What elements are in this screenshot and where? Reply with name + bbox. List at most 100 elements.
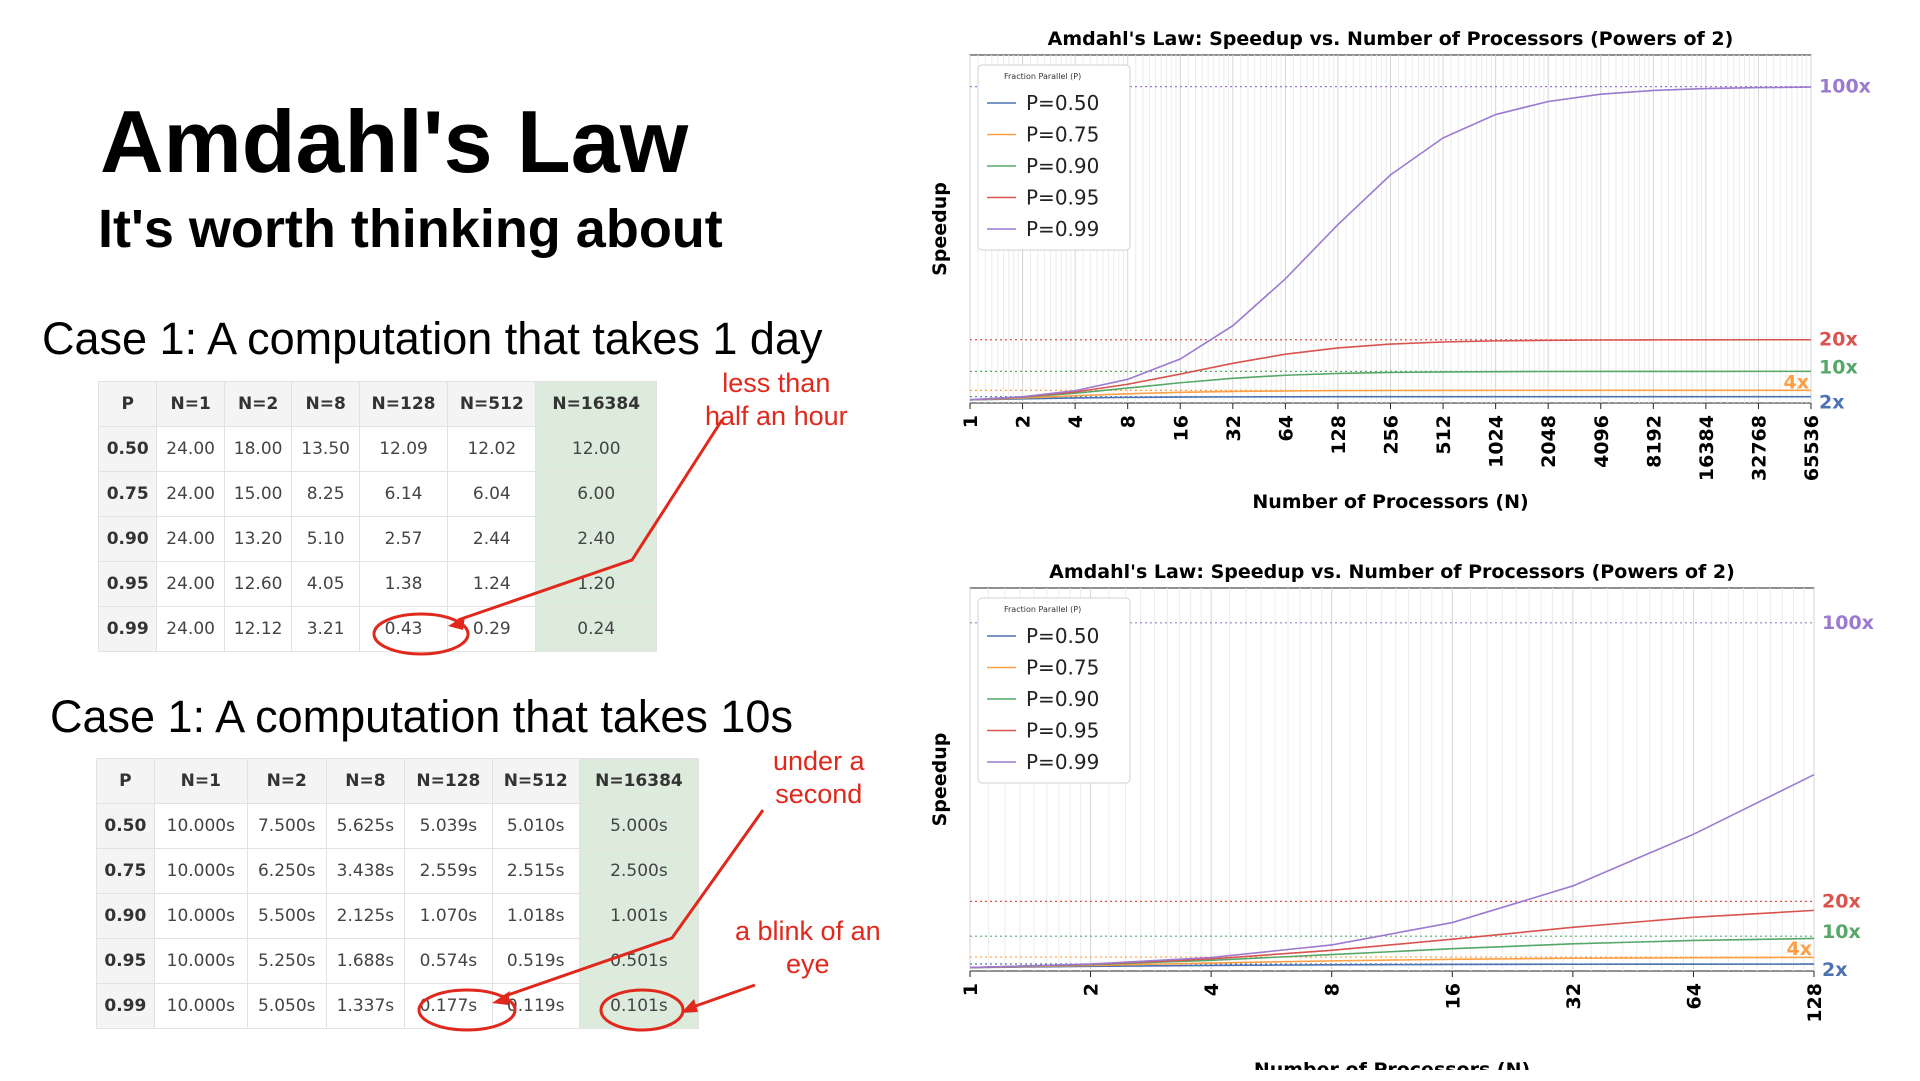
table-cell: 24.00 xyxy=(156,606,225,652)
x-tick-label: 32 xyxy=(1563,983,1585,1009)
x-tick-label: 4096 xyxy=(1591,415,1613,468)
table-cell: 5.10 xyxy=(291,516,360,562)
x-tick-label: 64 xyxy=(1275,415,1297,441)
row-label-p: 0.95 xyxy=(97,561,158,607)
y-axis-label-group: Speedup xyxy=(930,182,951,276)
table-cell: 7.500s xyxy=(246,803,327,849)
table-cell: 0.101s xyxy=(578,983,700,1029)
table-row: 0.50 24.00 18.00 13.50 12.09 12.02 12.00 xyxy=(97,426,657,472)
table-cell: 6.14 xyxy=(358,471,449,517)
table-cell: 12.60 xyxy=(223,561,293,607)
table-cell: 5.250s xyxy=(246,938,327,984)
legend: Fraction Parallel (P) P=0.50 P=0.75 P=0.90 P… xyxy=(977,64,1131,251)
x-tick-label: 1024 xyxy=(1486,415,1508,468)
table-cell: 0.24 xyxy=(535,606,657,652)
table-cell: 10.000s xyxy=(153,983,248,1029)
table-cell: 10.000s xyxy=(153,848,248,894)
series-line xyxy=(969,956,1815,969)
table-cell: 5.625s xyxy=(325,803,406,849)
series-line xyxy=(969,338,1811,401)
annotation-blink: a blink of an eye xyxy=(735,915,881,981)
table-cell: 10.000s xyxy=(153,803,248,849)
table-cell: 1.688s xyxy=(325,938,406,984)
x-tick-label: 128 xyxy=(1804,983,1826,1023)
x-tick-label-group: 16384 xyxy=(1696,415,1718,481)
x-tick-label-group: 8 xyxy=(1322,983,1344,996)
table-cell: 4.05 xyxy=(291,561,360,607)
case-1-day-heading: Case 1: A computation that takes 1 day xyxy=(42,313,823,364)
chart-title: Amdahl's Law: Speedup vs. Number of Proc… xyxy=(1048,28,1734,50)
x-tick-label: 32768 xyxy=(1748,415,1770,481)
column-header: N=128 xyxy=(404,758,493,804)
column-header: N=512 xyxy=(447,381,537,427)
table-cell: 0.119s xyxy=(491,983,580,1029)
table-cell: 2.515s xyxy=(491,848,580,894)
table-cell: 1.24 xyxy=(447,561,537,607)
column-header: P xyxy=(97,381,158,427)
x-tick-label: 16 xyxy=(1442,983,1464,1009)
table-cell: 1.018s xyxy=(491,893,580,939)
row-label-p: 0.90 xyxy=(96,893,155,939)
x-tick-label-group: 2 xyxy=(1081,983,1103,996)
column-header: N=1 xyxy=(156,381,225,427)
annotation-line: less than xyxy=(722,368,831,398)
series-line xyxy=(969,773,1815,969)
table-row: 0.75 24.00 15.00 8.25 6.14 6.04 6.00 xyxy=(97,471,657,517)
table-cell: 15.00 xyxy=(223,471,293,517)
x-tick-label-group: 65536 xyxy=(1801,415,1823,481)
table-cell: 18.00 xyxy=(223,426,293,472)
asymptote-label: 4x xyxy=(1784,371,1809,393)
table-cell: 24.00 xyxy=(156,471,225,517)
column-header: N=8 xyxy=(325,758,406,804)
x-tick-label: 16 xyxy=(1170,415,1192,441)
table-cell: 2.125s xyxy=(325,893,406,939)
row-label-p: 0.50 xyxy=(97,426,158,472)
table-cell: 13.50 xyxy=(291,426,360,472)
table-row: 0.95 24.00 12.60 4.05 1.38 1.24 1.20 xyxy=(97,561,657,607)
asymptote-label: 100x xyxy=(1819,76,1871,98)
row-label-p: 0.75 xyxy=(97,471,158,517)
x-tick-label-group: 32 xyxy=(1223,415,1245,441)
x-tick-label-group: 8 xyxy=(1118,415,1140,428)
series-line xyxy=(969,395,1811,401)
x-tick-label-group: 64 xyxy=(1683,983,1705,1009)
legend-box xyxy=(977,64,1131,251)
table-cell: 12.00 xyxy=(535,426,657,472)
legend-title: Fraction Parallel (P) xyxy=(1004,72,1081,81)
legend-entry: P=0.90 xyxy=(1026,154,1099,178)
table-row: 0.90 24.00 13.20 5.10 2.57 2.44 2.40 xyxy=(97,516,657,562)
table-cell: 6.00 xyxy=(535,471,657,517)
table-cell: 10.000s xyxy=(153,893,248,939)
x-tick-label: 1 xyxy=(960,983,982,996)
legend-entry: P=0.75 xyxy=(1026,123,1099,147)
x-tick-label-group: 2048 xyxy=(1538,415,1560,468)
row-label-p: 0.75 xyxy=(96,848,155,894)
x-tick-label-group: 512 xyxy=(1433,415,1455,455)
x-tick-label: 32 xyxy=(1223,415,1245,441)
x-tick-label: 8 xyxy=(1118,415,1140,428)
x-tick-label-group: 8192 xyxy=(1643,415,1665,468)
y-axis-label: Speedup xyxy=(930,182,951,276)
table-cell: 0.29 xyxy=(447,606,537,652)
annotation-arrow xyxy=(689,983,756,1010)
annotation-under-second: under a second xyxy=(773,745,865,811)
table-cell: 0.574s xyxy=(404,938,493,984)
table-cell: 0.519s xyxy=(491,938,580,984)
table-cell: 5.500s xyxy=(246,893,327,939)
asymptote-label: 10x xyxy=(1822,921,1861,943)
table-cell: 5.010s xyxy=(491,803,580,849)
x-tick-label: 65536 xyxy=(1801,415,1823,481)
table-cell: 0.177s xyxy=(404,983,493,1029)
table-cell: 1.070s xyxy=(404,893,493,939)
table-cell: 13.20 xyxy=(223,516,293,562)
legend-title: Fraction Parallel (P) xyxy=(1004,605,1081,614)
table-cell: 12.02 xyxy=(447,426,537,472)
asymptote-label: 10x xyxy=(1819,356,1858,378)
x-tick-label-group: 16 xyxy=(1442,983,1464,1009)
column-header: N=2 xyxy=(223,381,293,427)
table-cell: 1.20 xyxy=(535,561,657,607)
row-label-p: 0.99 xyxy=(97,606,158,652)
x-tick-label: 512 xyxy=(1433,415,1455,455)
x-tick-label: 8192 xyxy=(1643,415,1665,468)
speedup-chart-65536: Amdahl's Law: Speedup vs. Number of Proc… xyxy=(930,28,1871,513)
